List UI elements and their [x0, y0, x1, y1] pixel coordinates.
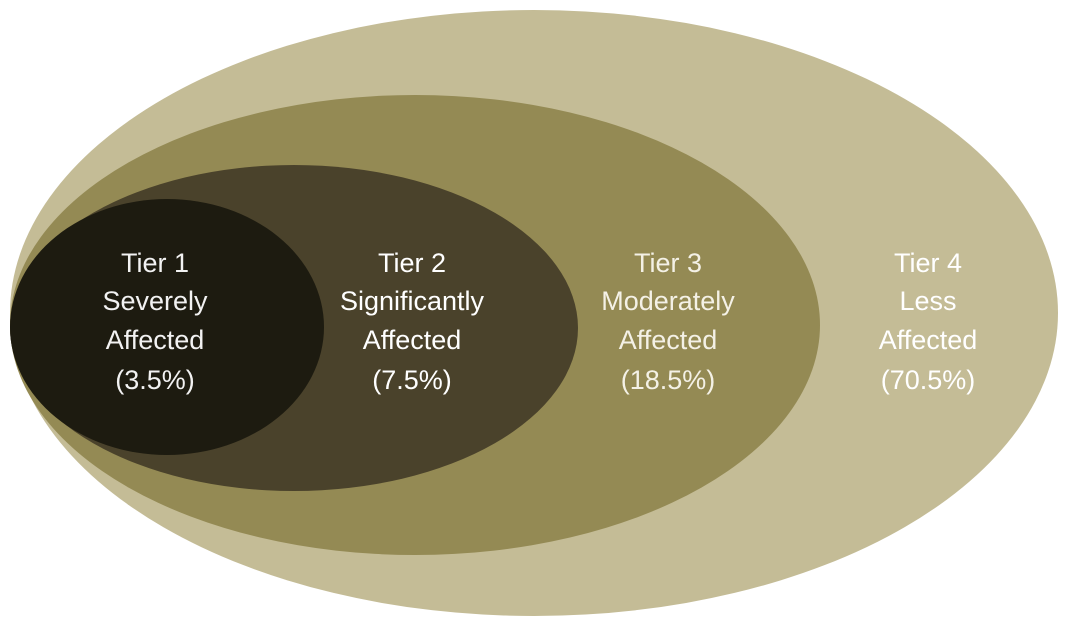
tier-label: Significantly	[340, 286, 485, 316]
tier-label: (3.5%)	[115, 365, 195, 395]
tier-label: Affected	[106, 325, 205, 355]
tier-label: Affected	[879, 325, 978, 355]
tier-label: Severely	[102, 286, 208, 316]
tier-label: (70.5%)	[881, 365, 976, 395]
tier-label: (7.5%)	[372, 365, 452, 395]
tier-label: Tier 2	[378, 248, 446, 278]
tier-label: Tier 4	[894, 248, 962, 278]
tier-label: Affected	[363, 325, 462, 355]
tier-label: Tier 3	[634, 248, 702, 278]
tier-label: Affected	[619, 325, 718, 355]
tier-label: Less	[899, 286, 956, 316]
tier-label: (18.5%)	[621, 365, 716, 395]
tier-1-ellipse	[10, 199, 324, 455]
tier-label: Tier 1	[121, 248, 189, 278]
tier-label: Moderately	[601, 286, 735, 316]
